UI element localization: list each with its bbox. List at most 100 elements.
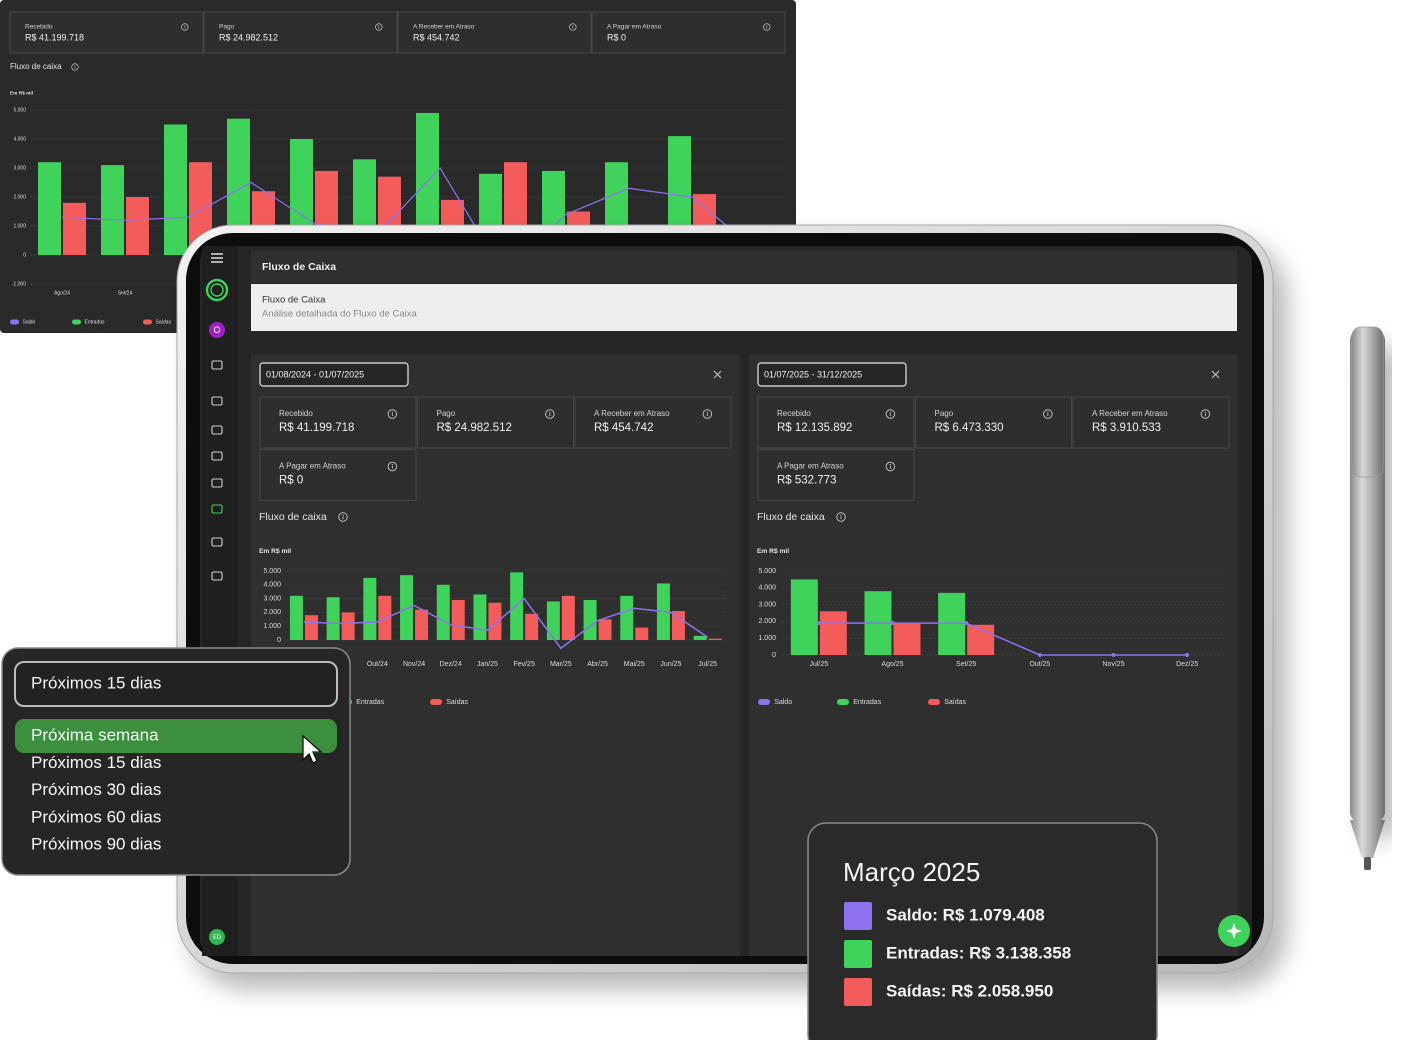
info-icon: [702, 409, 713, 419]
saldo-point: [1037, 653, 1042, 657]
kpi-value: R$ 454.742: [594, 422, 653, 434]
kpi-value: R$ 41.199.718: [279, 422, 354, 434]
logo-inner: [210, 283, 224, 297]
info-icon: [338, 512, 348, 522]
bar: [473, 594, 487, 640]
user-avatar[interactable]: [209, 929, 225, 945]
bar: [561, 595, 575, 640]
info-icon-dot: [391, 463, 393, 466]
bar: [63, 202, 86, 255]
kpi-label: A Receber em Atraso: [413, 24, 475, 31]
bar: [510, 572, 524, 640]
info-icon-dot: [184, 25, 186, 26]
avatar[interactable]: [209, 322, 225, 338]
bar: [708, 638, 722, 640]
info-icon: [375, 23, 383, 31]
info-icon-dot: [889, 411, 891, 413]
info-icon-dot: [549, 411, 551, 413]
info-icon: [387, 461, 398, 472]
y-tick-label: 1.000: [13, 223, 26, 229]
nav-icon[interactable]: [211, 504, 223, 514]
info-icon: [1043, 409, 1053, 419]
bar: [341, 612, 355, 640]
y-tick-label: 4.000: [13, 136, 26, 142]
kpi-value: R$ 0: [607, 32, 626, 42]
kpi-card: [9, 11, 204, 54]
bar: [598, 619, 612, 640]
chart-unit-label: Em R$ mil: [757, 548, 789, 555]
nav-icon[interactable]: [211, 360, 223, 370]
kpi-card: [915, 396, 1072, 449]
nav-icon[interactable]: [211, 451, 223, 461]
bar: [938, 592, 966, 655]
chart-title: Fluxo de caixa: [259, 511, 327, 523]
nav-icon[interactable]: [211, 396, 223, 406]
dropdown-option[interactable]: Próximos 30 dias: [31, 780, 161, 799]
legend-label: Entradas: [356, 699, 385, 706]
date-range-input[interactable]: [757, 362, 907, 387]
kpi-value: R$ 0: [279, 475, 303, 487]
x-tick-label: Jun/25: [660, 661, 681, 668]
info-icon: [836, 512, 846, 522]
bar: [546, 601, 560, 640]
kpi-label: Recebido: [279, 409, 313, 418]
close-icon[interactable]: [713, 370, 722, 379]
date-range-input[interactable]: [259, 362, 409, 387]
tooltip-item: Saídas: R$ 2.058.950: [886, 981, 1053, 1000]
bar: [635, 627, 649, 640]
kpi-card: [757, 396, 915, 449]
nav-icon[interactable]: [211, 571, 223, 581]
kpi-card: [397, 11, 592, 54]
x-tick-label: Set/25: [956, 661, 976, 668]
breadcrumb-subtitle: Análise detalhada do Fluxo de Caixa: [262, 309, 417, 320]
info-icon-dot: [1204, 411, 1206, 413]
y-tick-label: 1.000: [758, 635, 776, 642]
info-icon: [387, 409, 398, 419]
dropdown-option[interactable]: Próximos 15 dias: [31, 753, 161, 772]
legend-label: Entradas: [85, 319, 106, 325]
pen-nib: [1364, 857, 1371, 870]
close-icon[interactable]: [1211, 370, 1220, 379]
nav-icon[interactable]: [211, 425, 223, 435]
info-icon: [545, 409, 555, 419]
bar: [790, 579, 818, 655]
dropdown-option[interactable]: Próximos 60 dias: [31, 807, 161, 826]
menu-icon[interactable]: [211, 253, 223, 263]
bar: [693, 635, 707, 640]
breadcrumb-card: [251, 284, 1237, 331]
legend-swatch: [72, 319, 81, 325]
nav-icon[interactable]: [211, 478, 223, 488]
kpi-card: [574, 396, 732, 449]
kpi-value: R$ 3.910.533: [1092, 422, 1161, 434]
kpi-value: R$ 41.199.718: [25, 32, 84, 42]
nav-icon[interactable]: [211, 537, 223, 547]
bar: [893, 623, 921, 655]
kpi-card: [417, 396, 574, 449]
info-icon-dot: [342, 514, 344, 516]
dropdown-select[interactable]: [14, 661, 338, 707]
tooltip-swatch: [844, 940, 872, 968]
header-bar: [251, 250, 1237, 283]
kpi-value: R$ 6.473.330: [935, 422, 1004, 434]
bar: [289, 595, 303, 640]
kpi-value: R$ 12.135.892: [777, 422, 852, 434]
bar: [164, 124, 187, 255]
kpi-value: R$ 24.982.512: [219, 32, 278, 42]
chart-unit-label: Em R$ mil: [10, 90, 33, 96]
dropdown-option[interactable]: Próximos 90 dias: [31, 835, 161, 854]
bar: [525, 613, 539, 640]
info-icon-dot: [572, 25, 574, 26]
kpi-label: Pago: [935, 409, 954, 418]
legend-swatch: [928, 699, 940, 705]
page-header: Fluxo de Caixa: [262, 261, 336, 273]
legend-label: Saldo: [23, 319, 36, 325]
legend-label: Saídas: [944, 699, 966, 706]
saldo-point: [1111, 653, 1116, 657]
info-icon: [763, 23, 771, 31]
date-range: 01/08/2024 - 01/07/2025: [266, 369, 364, 379]
y-tick-label: 2.000: [758, 618, 776, 625]
legend-swatch: [10, 319, 19, 325]
dropdown-option[interactable]: Próxima semana: [31, 725, 159, 744]
avatar-initial: O: [213, 325, 220, 335]
